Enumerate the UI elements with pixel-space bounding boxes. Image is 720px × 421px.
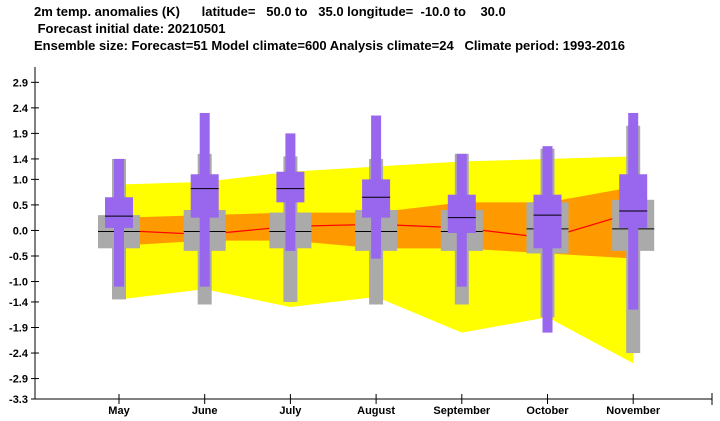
y-tick-label: 0.0 [13, 225, 28, 237]
x-tick-label: July [279, 405, 302, 417]
forecast-box [105, 197, 133, 228]
x-tick-label: August [357, 405, 395, 417]
y-tick-label: -1.4 [9, 297, 29, 309]
x-tick-label: November [606, 405, 661, 417]
y-tick-label: -2.9 [9, 374, 28, 386]
y-tick-label: -3.3 [9, 394, 28, 406]
y-tick-label: 1.4 [13, 154, 29, 166]
forecast-box [362, 179, 391, 218]
forecast-initial-date: Forecast initial date: 20210501 [34, 21, 226, 36]
ensemble-info: Ensemble size: Forecast=51 Model climate… [34, 38, 625, 53]
y-tick-label: 1.9 [13, 128, 28, 140]
y-tick-label: 0.5 [13, 200, 28, 212]
forecast-box [619, 174, 648, 228]
forecast-box [190, 174, 219, 218]
x-tick-label: September [433, 405, 491, 417]
y-tick-label: 2.4 [13, 103, 29, 115]
axes: 2.9 2.4 1.9 1.4 1.0 0.5 0.0 -0.5 -1.0 -1.4 -1.9 -2.… [9, 67, 713, 417]
y-tick-label: -1.0 [9, 277, 28, 289]
y-tick-label: -0.5 [9, 251, 28, 263]
forecast-box [533, 194, 562, 249]
y-tick-label: 1.0 [13, 174, 28, 186]
x-tick-label: October [526, 405, 569, 417]
y-tick-label: -2.4 [9, 348, 29, 360]
x-tick-label: May [108, 405, 130, 417]
y-tick-label: 2.9 [13, 77, 28, 89]
y-tick-label: -1.9 [9, 322, 28, 334]
box-plots [98, 112, 655, 354]
chart-title: 2m temp. anomalies (K) latitude= 50.0 to… [34, 4, 506, 19]
x-tick-label: June [192, 405, 218, 417]
forecast-box [276, 171, 305, 203]
forecast-box [447, 194, 476, 233]
